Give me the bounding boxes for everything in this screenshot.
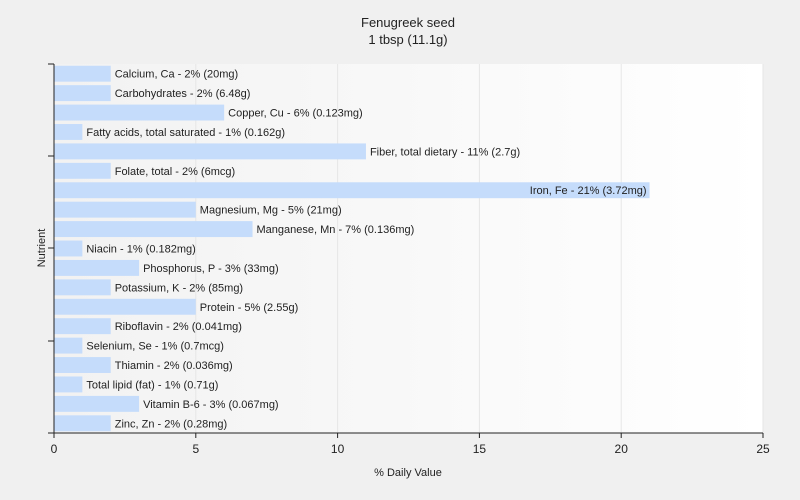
bar <box>54 318 111 335</box>
bar-label: Manganese, Mn - 7% (0.136mg) <box>257 224 415 236</box>
bar-label: Magnesium, Mg - 5% (21mg) <box>200 205 342 217</box>
bar-label: Zinc, Zn - 2% (0.28mg) <box>115 418 227 430</box>
x-tick-label: 20 <box>615 442 629 456</box>
axes <box>48 63 763 434</box>
bar-label: Iron, Fe - 21% (3.72mg) <box>530 185 647 197</box>
bar <box>54 124 83 140</box>
bar-label: Selenium, Se - 1% (0.7mcg) <box>86 341 224 353</box>
x-axis-ticks: 0 5 10 15 20 25 <box>51 433 770 456</box>
bar-labels: Calcium, Ca - 2% (20mg) Carbohydrates - 2… <box>86 69 646 431</box>
bar-label: Niacin - 1% (0.182mg) <box>86 244 195 256</box>
bar <box>54 182 650 199</box>
bar-label: Potassium, K - 2% (85mg) <box>115 282 243 294</box>
bar <box>54 221 253 238</box>
x-tick-label: 15 <box>473 442 487 456</box>
bar <box>54 298 196 315</box>
bar <box>54 143 366 160</box>
bar-series <box>54 65 650 432</box>
plot-area <box>54 64 763 433</box>
x-tick-label: 0 <box>51 442 58 456</box>
bar-label: Calcium, Ca - 2% (20mg) <box>115 69 238 81</box>
bar-label: Riboflavin - 2% (0.041mg) <box>115 321 242 333</box>
x-tick-label: 25 <box>756 442 770 456</box>
bar-label: Protein - 5% (2.55g) <box>200 302 298 314</box>
bar-label: Thiamin - 2% (0.036mg) <box>115 360 233 372</box>
chart-subtitle: 1 tbsp (11.1g) <box>368 32 447 47</box>
bar-label: Total lipid (fat) - 1% (0.71g) <box>86 379 218 391</box>
bar <box>54 279 111 296</box>
x-tick-label: 10 <box>331 442 345 456</box>
grid-lines <box>195 64 764 433</box>
bar-label: Vitamin B-6 - 3% (0.067mg) <box>143 399 279 411</box>
bar-label: Fatty acids, total saturated - 1% (0.162… <box>86 127 285 139</box>
bar <box>54 395 140 412</box>
bar <box>54 162 111 179</box>
bar <box>54 415 111 432</box>
bar <box>54 240 83 257</box>
bar <box>54 357 111 373</box>
bar <box>54 201 196 218</box>
x-tick-label: 5 <box>192 442 199 456</box>
bar <box>54 337 83 354</box>
bar <box>54 65 111 82</box>
bar <box>54 104 225 121</box>
bar-label: Fiber, total dietary - 11% (2.7g) <box>370 146 520 158</box>
bar-label: Folate, total - 2% (6mcg) <box>115 166 235 178</box>
bar-label: Copper, Cu - 6% (0.123mg) <box>228 108 363 120</box>
bar-label: Phosphorus, P - 3% (33mg) <box>143 263 279 275</box>
x-axis-title: % Daily Value <box>374 467 442 479</box>
bar <box>54 376 83 393</box>
chart-title: Fenugreek seed <box>361 15 455 30</box>
bar <box>54 259 140 276</box>
y-axis-title: Nutrient <box>36 229 48 268</box>
bar <box>54 85 111 102</box>
bar-label: Carbohydrates - 2% (6.48g) <box>115 88 251 100</box>
